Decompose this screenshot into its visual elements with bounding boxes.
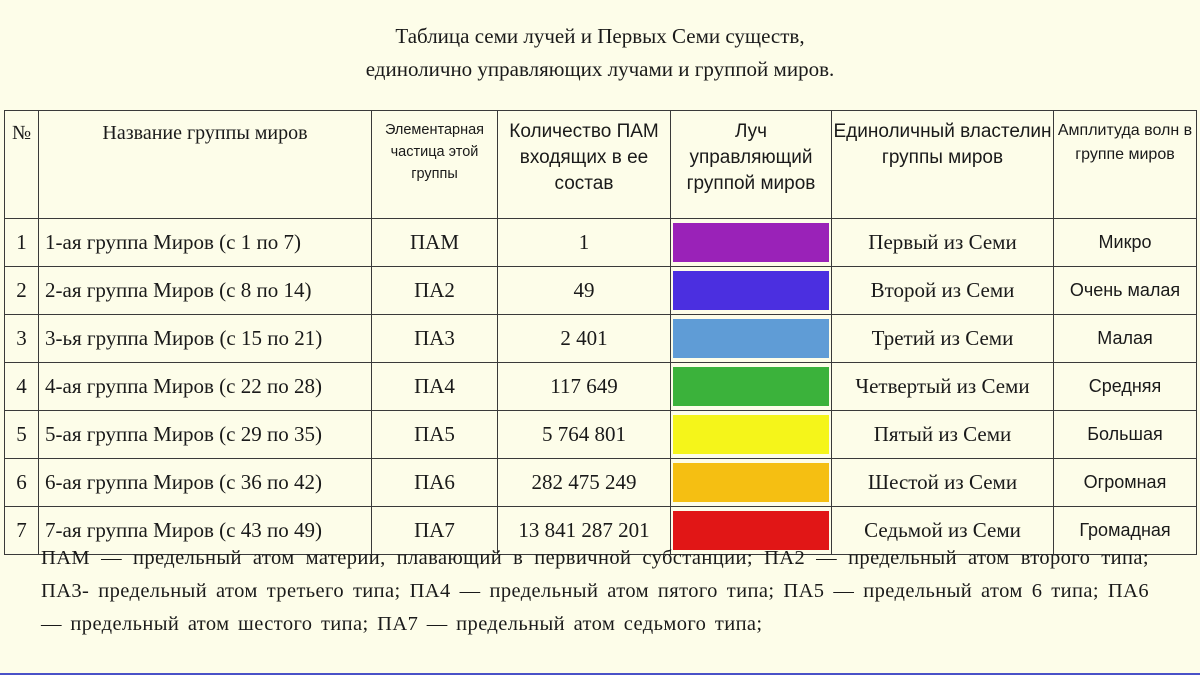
rays-table: № Название группы миров Элементарная час… — [4, 110, 1197, 555]
cell-ray-color — [670, 458, 832, 507]
cell-group-name: 6-ая группа Миров (с 36 по 42) — [38, 458, 372, 507]
cell-count: 117 649 — [497, 362, 671, 411]
cell-ray-color — [670, 506, 832, 555]
cell-group-name: 3-ья группа Миров (с 15 по 21) — [38, 314, 372, 363]
table-body: 1 1-ая группа Миров (с 1 по 7) ПАМ 1 Первый … — [4, 218, 1197, 555]
cell-group-name: 1-ая группа Миров (с 1 по 7) — [38, 218, 372, 267]
cell-count: 282 475 249 — [497, 458, 671, 507]
cell-num: 7 — [4, 506, 39, 555]
cell-ray-color — [670, 362, 832, 411]
cell-ruler: Шестой из Семи — [831, 458, 1054, 507]
cell-amplitude: Средняя — [1053, 362, 1197, 411]
cell-ruler: Пятый из Семи — [831, 410, 1054, 459]
cell-ruler: Седьмой из Семи — [831, 506, 1054, 555]
ray-color-swatch — [673, 319, 829, 358]
ray-color-swatch — [673, 367, 829, 406]
cell-amplitude: Громадная — [1053, 506, 1197, 555]
cell-amplitude: Малая — [1053, 314, 1197, 363]
table-row: 4 4-ая группа Миров (с 22 по 28) ПА4 117 64… — [4, 362, 1197, 411]
cell-group-name: 4-ая группа Миров (с 22 по 28) — [38, 362, 372, 411]
cell-ray-color — [670, 266, 832, 315]
header-ray: Луч управляющий группой миров — [670, 110, 832, 219]
ray-color-swatch — [673, 223, 829, 262]
page-title: Таблица семи лучей и Первых Семи существ… — [0, 20, 1200, 86]
header-num: № — [4, 110, 39, 219]
cell-particle: ПА6 — [371, 458, 498, 507]
cell-num: 6 — [4, 458, 39, 507]
cell-amplitude: Большая — [1053, 410, 1197, 459]
title-line-1: Таблица семи лучей и Первых Семи существ… — [395, 24, 805, 48]
cell-count: 13 841 287 201 — [497, 506, 671, 555]
table-row: 2 2-ая группа Миров (с 8 по 14) ПА2 49 Второ… — [4, 266, 1197, 315]
cell-count: 5 764 801 — [497, 410, 671, 459]
cell-amplitude: Очень малая — [1053, 266, 1197, 315]
bottom-divider — [0, 673, 1200, 675]
header-count: Количество ПАМ входящих в ее состав — [497, 110, 671, 219]
cell-ruler: Третий из Семи — [831, 314, 1054, 363]
cell-count: 1 — [497, 218, 671, 267]
cell-num: 2 — [4, 266, 39, 315]
ray-color-swatch — [673, 271, 829, 310]
cell-ray-color — [670, 314, 832, 363]
cell-count: 49 — [497, 266, 671, 315]
footnote: ПАМ — предельный атом материи, плавающий… — [41, 547, 1149, 635]
cell-count: 2 401 — [497, 314, 671, 363]
table-row: 7 7-ая группа Миров (с 43 по 49) ПА7 13 841… — [4, 506, 1197, 555]
cell-particle: ПА3 — [371, 314, 498, 363]
cell-ruler: Первый из Семи — [831, 218, 1054, 267]
cell-ray-color — [670, 410, 832, 459]
cell-particle: ПА4 — [371, 362, 498, 411]
ray-color-swatch — [673, 511, 829, 550]
ray-color-swatch — [673, 415, 829, 454]
header-name: Название группы миров — [38, 110, 372, 219]
header-particle: Элементарная частица этой группы — [371, 110, 498, 219]
title-line-2: единолично управляющих лучами и группой … — [365, 57, 835, 81]
cell-ruler: Четвертый из Семи — [831, 362, 1054, 411]
cell-group-name: 5-ая группа Миров (с 29 по 35) — [38, 410, 372, 459]
table-row: 1 1-ая группа Миров (с 1 по 7) ПАМ 1 Первый … — [4, 218, 1197, 267]
cell-num: 3 — [4, 314, 39, 363]
header-ruler: Единоличный властелин группы миров — [831, 110, 1054, 219]
table-row: 6 6-ая группа Миров (с 36 по 42) ПА6 282 47… — [4, 458, 1197, 507]
cell-num: 4 — [4, 362, 39, 411]
cell-amplitude: Огромная — [1053, 458, 1197, 507]
cell-ray-color — [670, 218, 832, 267]
header-amplitude: Амплитуда волн в группе миров — [1053, 110, 1197, 219]
ray-color-swatch — [673, 463, 829, 502]
cell-particle: ПА5 — [371, 410, 498, 459]
cell-particle: ПАМ — [371, 218, 498, 267]
table-row: 5 5-ая группа Миров (с 29 по 35) ПА5 5 764 … — [4, 410, 1197, 459]
cell-amplitude: Микро — [1053, 218, 1197, 267]
cell-group-name: 2-ая группа Миров (с 8 по 14) — [38, 266, 372, 315]
cell-ruler: Второй из Семи — [831, 266, 1054, 315]
cell-num: 1 — [4, 218, 39, 267]
table-row: 3 3-ья группа Миров (с 15 по 21) ПА3 2 401 Т… — [4, 314, 1197, 363]
table-header-row: № Название группы миров Элементарная час… — [4, 110, 1197, 219]
cell-num: 5 — [4, 410, 39, 459]
cell-particle: ПА2 — [371, 266, 498, 315]
